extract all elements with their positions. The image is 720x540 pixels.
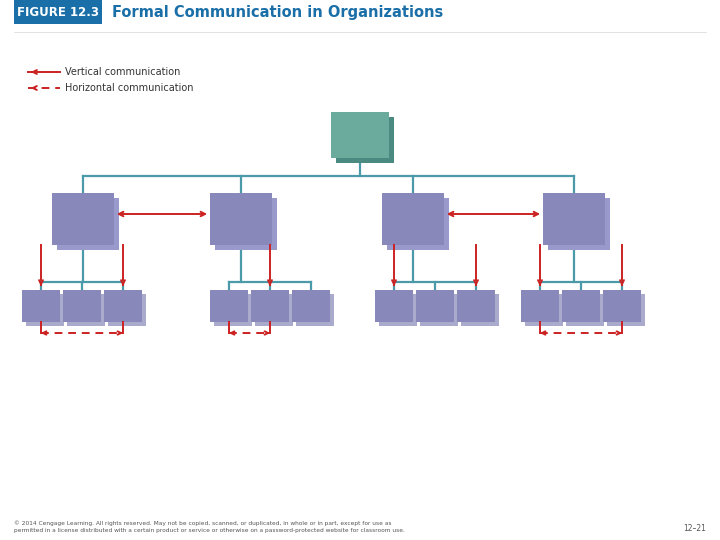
Bar [461,294,499,326]
Bar [210,290,248,322]
Bar [296,294,334,326]
Bar [387,198,449,250]
Bar [255,294,293,326]
Text: © 2014 Cengage Learning. All rights reserved. May not be copied, scanned, or dup: © 2014 Cengage Learning. All rights rese… [14,521,405,533]
Bar [457,290,495,322]
Bar [57,198,119,250]
Bar [52,193,114,245]
Bar [336,117,394,163]
Text: Horizontal communication: Horizontal communication [65,83,194,93]
Bar [63,290,101,322]
Bar [382,193,444,245]
Bar [603,290,641,322]
Bar [14,0,102,24]
Bar [416,290,454,322]
Bar [375,290,413,322]
Bar [104,290,142,322]
Bar [562,290,600,322]
Bar [251,290,289,322]
Bar [108,294,146,326]
Bar [607,294,645,326]
Bar [566,294,604,326]
Bar [67,294,105,326]
Bar [210,193,272,245]
Bar [331,112,389,158]
Bar [379,294,417,326]
Bar [292,290,330,322]
Bar [420,294,458,326]
Bar [22,290,60,322]
Bar [543,193,605,245]
Text: Vertical communication: Vertical communication [65,67,181,77]
Text: FIGURE 12.3: FIGURE 12.3 [17,5,99,18]
Text: Formal Communication in Organizations: Formal Communication in Organizations [112,4,444,19]
Bar [214,294,252,326]
Bar [521,290,559,322]
Bar [525,294,563,326]
Bar [215,198,277,250]
Bar [548,198,610,250]
Bar [26,294,64,326]
Text: 12–21: 12–21 [683,524,706,533]
